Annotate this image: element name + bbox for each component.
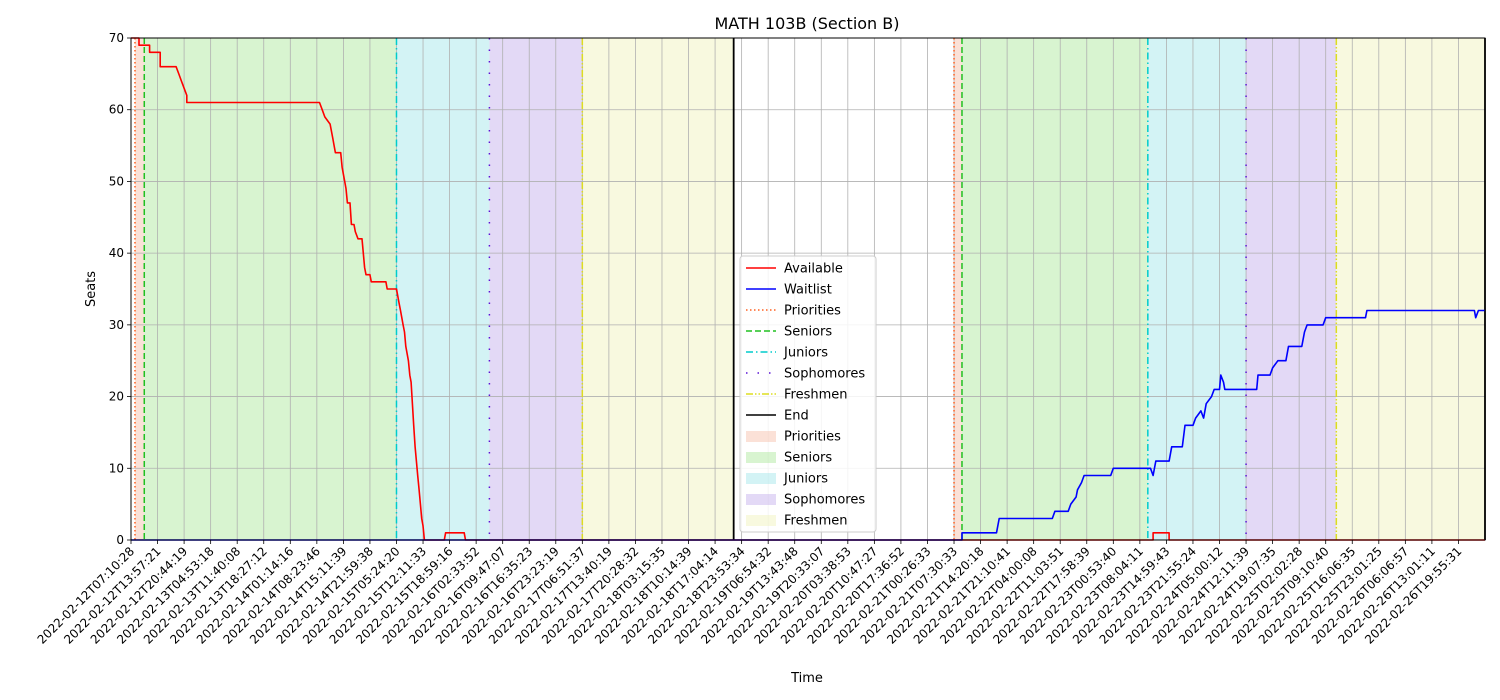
plot-frame	[130, 37, 1486, 541]
y-tick-label: 30	[109, 318, 124, 332]
data-series	[131, 37, 1485, 541]
legend-label-priorities: Priorities	[784, 430, 841, 445]
y-tick-label: 60	[109, 103, 124, 117]
region-priorities-1	[954, 38, 962, 540]
legend-patch-freshmen	[746, 515, 776, 526]
region-sophomores-1	[1246, 38, 1337, 540]
legend-label-freshmen: Freshmen	[784, 388, 848, 403]
x-axis-ticks: 2022-02-12T07:10:282022-02-12T13:57:2120…	[35, 540, 1465, 647]
legend-label-juniors: Juniors	[783, 472, 828, 487]
legend-label-seniors: Seniors	[784, 451, 832, 466]
x-axis-label: Time	[790, 671, 823, 686]
legend-label-sophomores: Sophomores	[784, 367, 865, 382]
region-freshmen-1	[1336, 38, 1485, 540]
y-tick-label: 50	[109, 174, 124, 188]
region-sophomores-0	[489, 38, 583, 540]
legend-label-available: Available	[784, 262, 843, 277]
legend-label-freshmen: Freshmen	[784, 514, 848, 529]
y-tick-label: 70	[109, 31, 124, 45]
y-tick-label: 0	[116, 533, 124, 547]
y-tick-label: 20	[109, 390, 124, 404]
series-available-line	[131, 37, 1485, 541]
y-tick-label: 10	[109, 461, 124, 475]
legend-box	[739, 255, 877, 533]
legend-label-waitlist: Waitlist	[784, 283, 832, 298]
region-priorities-0	[134, 38, 145, 540]
legend-label-end: End	[784, 409, 809, 424]
legend-label-seniors: Seniors	[784, 325, 832, 340]
legend-patch-priorities	[746, 431, 776, 442]
legend-patch-seniors	[746, 452, 776, 463]
legend-label-sophomores: Sophomores	[784, 493, 865, 508]
region-juniors-1	[1147, 38, 1247, 540]
y-tick-label: 40	[109, 246, 124, 260]
chart-title: MATH 103B (Section B)	[715, 14, 900, 33]
region-juniors-0	[396, 38, 490, 540]
y-axis-ticks: 0 10 20 30 40 50 60 70	[109, 31, 131, 547]
phase-regions	[134, 38, 1485, 540]
series-waitlist-line	[131, 309, 1485, 541]
region-seniors-0	[144, 38, 397, 540]
region-seniors-1	[961, 38, 1148, 540]
legend-label-juniors: Juniors	[783, 346, 828, 361]
y-axis-label: Seats	[84, 271, 99, 307]
legend-patch-juniors	[746, 473, 776, 484]
region-freshmen-0	[582, 38, 734, 540]
legend-label-priorities: Priorities	[784, 304, 841, 319]
legend: Available Waitlist Priorities Seniors Junior…	[739, 255, 877, 533]
legend-patch-sophomores	[746, 494, 776, 505]
